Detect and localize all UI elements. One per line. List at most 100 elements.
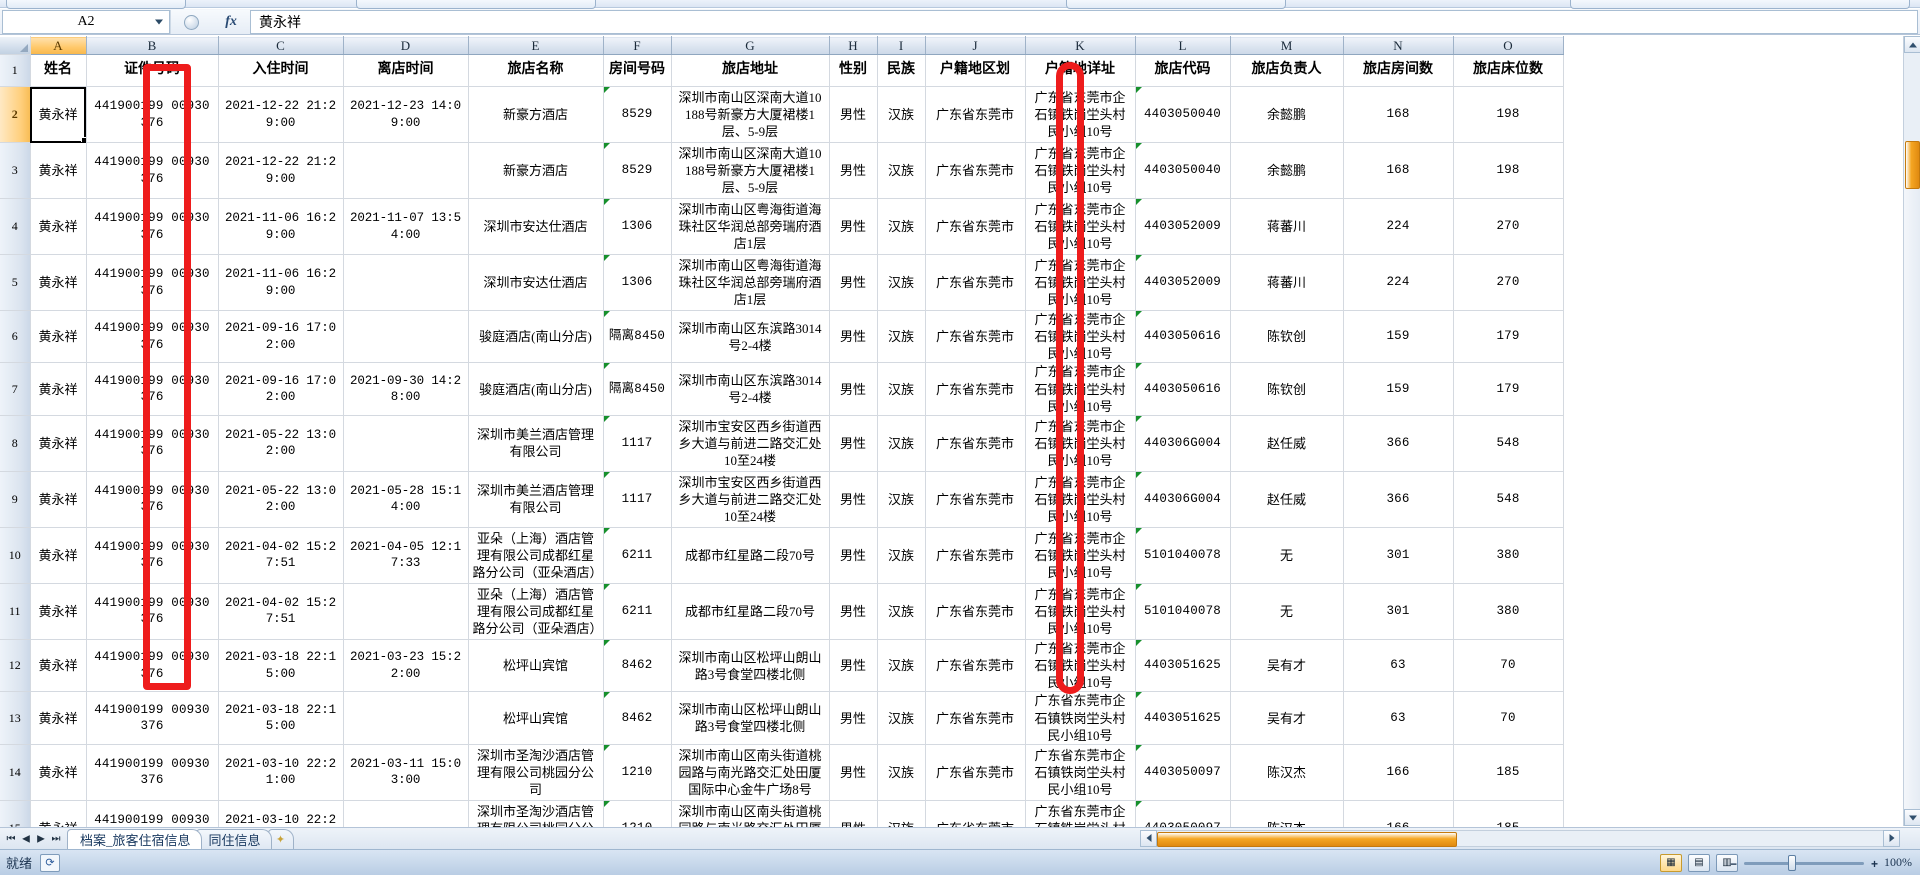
row-header-5[interactable]: 5 (0, 254, 31, 311)
cell-N12[interactable]: 63 (1343, 639, 1454, 693)
cell-G13[interactable]: 深圳市南山区松坪山朗山路3号食堂四楼北侧 (671, 691, 830, 745)
column-header-D[interactable]: D (343, 36, 469, 55)
cell-D13[interactable] (343, 691, 469, 745)
cell-M14[interactable]: 陈汉杰 (1230, 744, 1344, 801)
zoom-out-button[interactable]: − (1730, 856, 1738, 871)
ribbon-tab-3[interactable] (1066, 0, 1286, 9)
vertical-scroll-thumb[interactable] (1905, 141, 1920, 189)
cell-H2[interactable]: 男性 (829, 86, 878, 143)
first-sheet-button[interactable]: ⏮ (4, 831, 18, 847)
cell-J4[interactable]: 广东省东莞市 (925, 198, 1026, 255)
cell-J7[interactable]: 广东省东莞市 (925, 362, 1026, 416)
cell-N9[interactable]: 366 (1343, 471, 1454, 528)
cell-F9[interactable]: 1117 (603, 471, 672, 528)
column-title-L[interactable]: 旅店代码 (1135, 54, 1231, 87)
select-all-corner[interactable] (0, 36, 31, 55)
cell-N11[interactable]: 301 (1343, 583, 1454, 640)
cell-I8[interactable]: 汉族 (877, 415, 926, 472)
cell-H10[interactable]: 男性 (829, 527, 878, 584)
cell-B6[interactable]: 441900199 00930 376 (86, 310, 219, 364)
row-header-11[interactable]: 11 (0, 583, 31, 640)
ribbon-tab-2[interactable] (356, 0, 596, 9)
cell-B2[interactable]: 441900199 00930 376 (86, 86, 219, 143)
cell-M8[interactable]: 赵任威 (1230, 415, 1344, 472)
cell-C5[interactable]: 2021-11-06 16:29:00 (218, 254, 344, 311)
table-row[interactable]: 2 黄永祥 441900199 00930 376 2021-12-22 21:29:… (0, 86, 1564, 143)
cell-K5[interactable]: 广东省东莞市企石镇铁岗坣头村民小组10号 (1025, 254, 1136, 311)
cell-D8[interactable] (343, 415, 469, 472)
cell-E8[interactable]: 深圳市美兰酒店管理有限公司 (468, 415, 604, 472)
cell-G4[interactable]: 深圳市南山区粤海街道海珠社区华润总部旁瑞府酒店1层 (671, 198, 830, 255)
table-row[interactable]: 11 黄永祥 441900199 00930 376 2021-04-02 15:27… (0, 583, 1564, 640)
cell-O10[interactable]: 380 (1453, 527, 1564, 584)
cell-A13[interactable]: 黄永祥 (30, 691, 87, 745)
cell-K7[interactable]: 广东省东莞市企石镇铁岗坣头村民小组10号 (1025, 362, 1136, 416)
cell-F4[interactable]: 1306 (603, 198, 672, 255)
cell-C3[interactable]: 2021-12-22 21:29:00 (218, 142, 344, 199)
table-row[interactable]: 12 黄永祥 441900199 00930 376 2021-03-18 22:15… (0, 639, 1564, 693)
zoom-level-label[interactable]: 100% (1884, 855, 1912, 869)
zoom-in-button[interactable]: + (1870, 856, 1878, 871)
cell-D9[interactable]: 2021-05-28 15:14:00 (343, 471, 469, 528)
cell-C8[interactable]: 2021-05-22 13:02:00 (218, 415, 344, 472)
table-row[interactable]: 8 黄永祥 441900199 00930 376 2021-05-22 13:02:… (0, 415, 1564, 472)
last-sheet-button[interactable]: ⏭ (49, 831, 63, 847)
cell-C2[interactable]: 2021-12-22 21:29:00 (218, 86, 344, 143)
cell-C4[interactable]: 2021-11-06 16:29:00 (218, 198, 344, 255)
horizontal-scrollbar[interactable] (1140, 827, 1900, 849)
cell-G10[interactable]: 成都市红星路二段70号 (671, 527, 830, 584)
name-box[interactable]: A2 (2, 10, 170, 34)
cell-D11[interactable] (343, 583, 469, 640)
cell-D2[interactable]: 2021-12-23 14:09:00 (343, 86, 469, 143)
cell-I11[interactable]: 汉族 (877, 583, 926, 640)
cell-J8[interactable]: 广东省东莞市 (925, 415, 1026, 472)
sheet-tab-archive-guest-lodging[interactable]: 档案_旅客住宿信息 (67, 828, 202, 849)
cell-L2[interactable]: 4403050040 (1135, 86, 1231, 143)
column-title-I[interactable]: 民族 (877, 54, 926, 87)
cell-L9[interactable]: 440306G004 (1135, 471, 1231, 528)
cell-E5[interactable]: 深圳市安达仕酒店 (468, 254, 604, 311)
cell-G2[interactable]: 深圳市南山区深南大道10188号新豪方大厦裙楼1层、5-9层 (671, 86, 830, 143)
cell-D14[interactable]: 2021-03-11 15:03:00 (343, 744, 469, 801)
scroll-right-arrow[interactable] (1883, 829, 1900, 847)
cell-O5[interactable]: 270 (1453, 254, 1564, 311)
cell-J9[interactable]: 广东省东莞市 (925, 471, 1026, 528)
cell-H8[interactable]: 男性 (829, 415, 878, 472)
cell-D4[interactable]: 2021-11-07 13:54:00 (343, 198, 469, 255)
cell-D7[interactable]: 2021-09-30 14:28:00 (343, 362, 469, 416)
cell-J14[interactable]: 广东省东莞市 (925, 744, 1026, 801)
cell-H9[interactable]: 男性 (829, 471, 878, 528)
column-title-G[interactable]: 旅店地址 (671, 54, 830, 87)
cell-I14[interactable]: 汉族 (877, 744, 926, 801)
row-header-6[interactable]: 6 (0, 310, 31, 364)
cell-A7[interactable]: 黄永祥 (30, 362, 87, 416)
cell-M12[interactable]: 吴有才 (1230, 639, 1344, 693)
cell-N7[interactable]: 159 (1343, 362, 1454, 416)
zoom-slider[interactable]: − + (1730, 854, 1878, 872)
cell-L11[interactable]: 5101040078 (1135, 583, 1231, 640)
cell-M7[interactable]: 陈钦创 (1230, 362, 1344, 416)
cell-M9[interactable]: 赵任威 (1230, 471, 1344, 528)
cell-K8[interactable]: 广东省东莞市企石镇铁岗坣头村民小组10号 (1025, 415, 1136, 472)
cell-K10[interactable]: 广东省东莞市企石镇铁岗坣头村民小组10号 (1025, 527, 1136, 584)
row-header-1[interactable]: 1 (0, 54, 31, 87)
row-header-9[interactable]: 9 (0, 471, 31, 528)
page-layout-icon[interactable]: ▤ (1688, 853, 1710, 872)
cell-J10[interactable]: 广东省东莞市 (925, 527, 1026, 584)
insert-function-icon[interactable]: fx (225, 14, 237, 29)
cell-O8[interactable]: 548 (1453, 415, 1564, 472)
prev-sheet-button[interactable]: ◀ (19, 831, 33, 847)
cell-L3[interactable]: 4403050040 (1135, 142, 1231, 199)
cell-B8[interactable]: 441900199 00930 376 (86, 415, 219, 472)
cell-N14[interactable]: 166 (1343, 744, 1454, 801)
chevron-down-icon[interactable] (155, 19, 163, 25)
cell-O9[interactable]: 548 (1453, 471, 1564, 528)
cell-B4[interactable]: 441900199 00930 376 (86, 198, 219, 255)
cell-M2[interactable]: 余懿鹏 (1230, 86, 1344, 143)
cell-D6[interactable] (343, 310, 469, 364)
column-header-G[interactable]: G (671, 36, 830, 55)
cell-N13[interactable]: 63 (1343, 691, 1454, 745)
cell-E14[interactable]: 深圳市圣淘沙酒店管理有限公司桃园分公司 (468, 744, 604, 801)
cell-M13[interactable]: 吴有才 (1230, 691, 1344, 745)
cell-F13[interactable]: 8462 (603, 691, 672, 745)
